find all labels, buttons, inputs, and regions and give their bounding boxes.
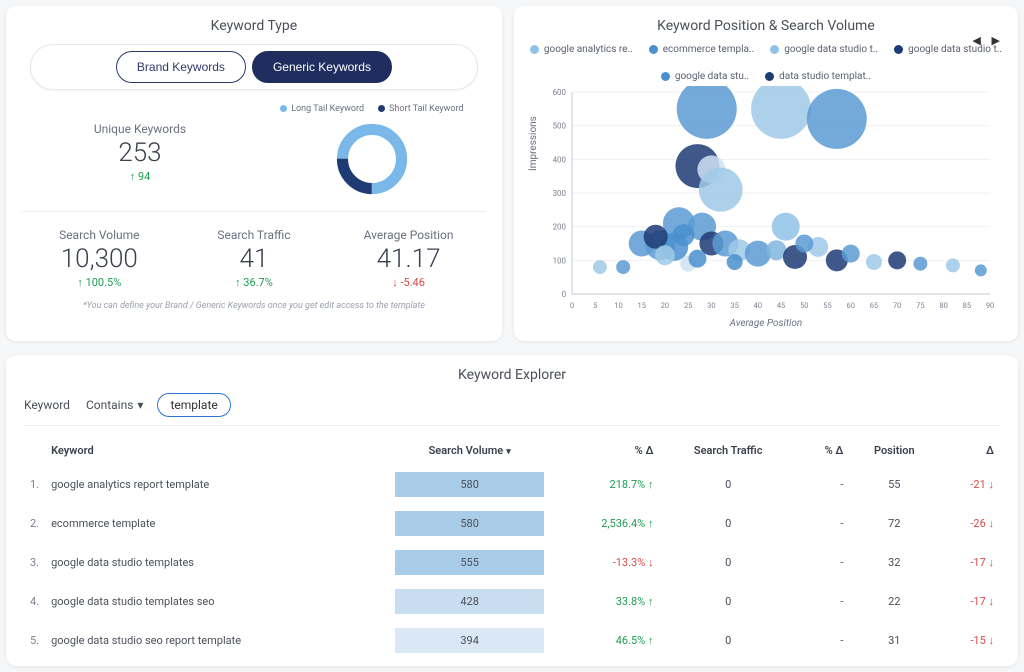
- metric-search-volume: Search Volume10,300↑ 100.5%: [22, 222, 177, 295]
- svg-text:30: 30: [707, 301, 715, 310]
- bubble-y-label: Impressions: [528, 116, 539, 171]
- bubble-pager[interactable]: ◀ ▶: [972, 34, 1004, 47]
- svg-text:35: 35: [730, 301, 738, 310]
- svg-text:65: 65: [870, 301, 878, 310]
- keyword-filter-chip[interactable]: template: [157, 393, 230, 417]
- svg-text:60: 60: [846, 301, 854, 310]
- svg-text:70: 70: [893, 301, 901, 310]
- svg-text:20: 20: [661, 301, 669, 310]
- keyword-explorer-table: KeywordSearch Volume▾% ΔSearch Traffic% …: [24, 436, 1000, 660]
- col--[interactable]: % Δ: [550, 436, 660, 465]
- keyword-type-footnote: *You can define your Brand / Generic Key…: [22, 301, 486, 311]
- svg-text:300: 300: [552, 189, 566, 198]
- bubble-chart-title: Keyword Position & Search Volume: [530, 18, 1002, 34]
- bubble-chart: 0 100 200 300 400 500 600 0 5 10 15 20 25 30 35 40 45 50 5…: [530, 86, 1002, 316]
- unique-keywords-value: 253: [26, 138, 254, 168]
- metric-average-position: Average Position41.17↓ -5.46: [331, 222, 486, 295]
- table-row[interactable]: 3.google data studio templates555-13.3% …: [24, 543, 1000, 582]
- bubble-chart-card: Keyword Position & Search Volume ◀ ▶ goo…: [514, 6, 1018, 341]
- keyword-explorer-card: Keyword Explorer Keyword Contains ▾ temp…: [6, 355, 1018, 666]
- svg-text:500: 500: [552, 122, 566, 131]
- bubble-legend: google analytics re..ecommerce templa..g…: [530, 44, 1002, 82]
- svg-text:5: 5: [593, 301, 597, 310]
- col--[interactable]: % Δ: [797, 436, 850, 465]
- svg-text:0: 0: [570, 301, 574, 310]
- unique-keywords-label: Unique Keywords: [26, 122, 254, 136]
- svg-text:400: 400: [552, 155, 566, 164]
- svg-text:0: 0: [561, 290, 566, 299]
- svg-text:100: 100: [552, 256, 566, 265]
- keyword-filter-op[interactable]: Contains ▾: [82, 396, 148, 414]
- svg-text:45: 45: [777, 301, 785, 310]
- svg-text:10: 10: [614, 301, 622, 310]
- keyword-tail-donut: Long Tail KeywordShort Tail Keyword: [258, 104, 486, 201]
- chevron-down-icon: ▾: [137, 398, 143, 412]
- table-row[interactable]: 4.google data studio templates seo42833.…: [24, 582, 1000, 621]
- svg-text:200: 200: [552, 223, 566, 232]
- bubble-x-label: Average Position: [530, 318, 1002, 329]
- generic-keywords-button[interactable]: Generic Keywords: [252, 51, 392, 83]
- svg-text:75: 75: [916, 301, 924, 310]
- donut-chart: [333, 120, 411, 198]
- col-position[interactable]: Position: [849, 436, 939, 465]
- col-search-traffic[interactable]: Search Traffic: [659, 436, 796, 465]
- keyword-explorer-title: Keyword Explorer: [24, 367, 1000, 383]
- table-row[interactable]: 1.google analytics report template580218…: [24, 465, 1000, 504]
- svg-text:55: 55: [823, 301, 831, 310]
- col-keyword[interactable]: Keyword: [45, 436, 389, 465]
- svg-text:85: 85: [962, 301, 970, 310]
- svg-text:90: 90: [986, 301, 994, 310]
- keyword-type-card: Keyword Type Brand Keywords Generic Keyw…: [6, 6, 502, 341]
- table-row[interactable]: 5.google data studio seo report template…: [24, 621, 1000, 660]
- table-row[interactable]: 2.ecommerce template5802,536.4% ↑0-72-26…: [24, 504, 1000, 543]
- keyword-type-title: Keyword Type: [22, 18, 486, 34]
- keyword-type-toggle: Brand Keywords Generic Keywords: [30, 44, 478, 90]
- unique-keywords-delta: ↑ 94: [26, 170, 254, 183]
- svg-text:50: 50: [800, 301, 808, 310]
- svg-text:80: 80: [939, 301, 947, 310]
- col--[interactable]: Δ: [939, 436, 1000, 465]
- col-search-volume[interactable]: Search Volume▾: [389, 436, 550, 465]
- metric-search-traffic: Search Traffic41↑ 36.7%: [177, 222, 332, 295]
- brand-keywords-button[interactable]: Brand Keywords: [116, 51, 246, 83]
- svg-text:15: 15: [637, 301, 645, 310]
- keyword-filter-label: Keyword: [24, 398, 70, 412]
- svg-text:40: 40: [753, 301, 761, 310]
- keyword-filter-row: Keyword Contains ▾ template: [24, 393, 1000, 426]
- svg-text:600: 600: [552, 88, 566, 97]
- svg-text:25: 25: [684, 301, 692, 310]
- unique-keywords-stat: Unique Keywords 253 ↑ 94: [22, 116, 258, 189]
